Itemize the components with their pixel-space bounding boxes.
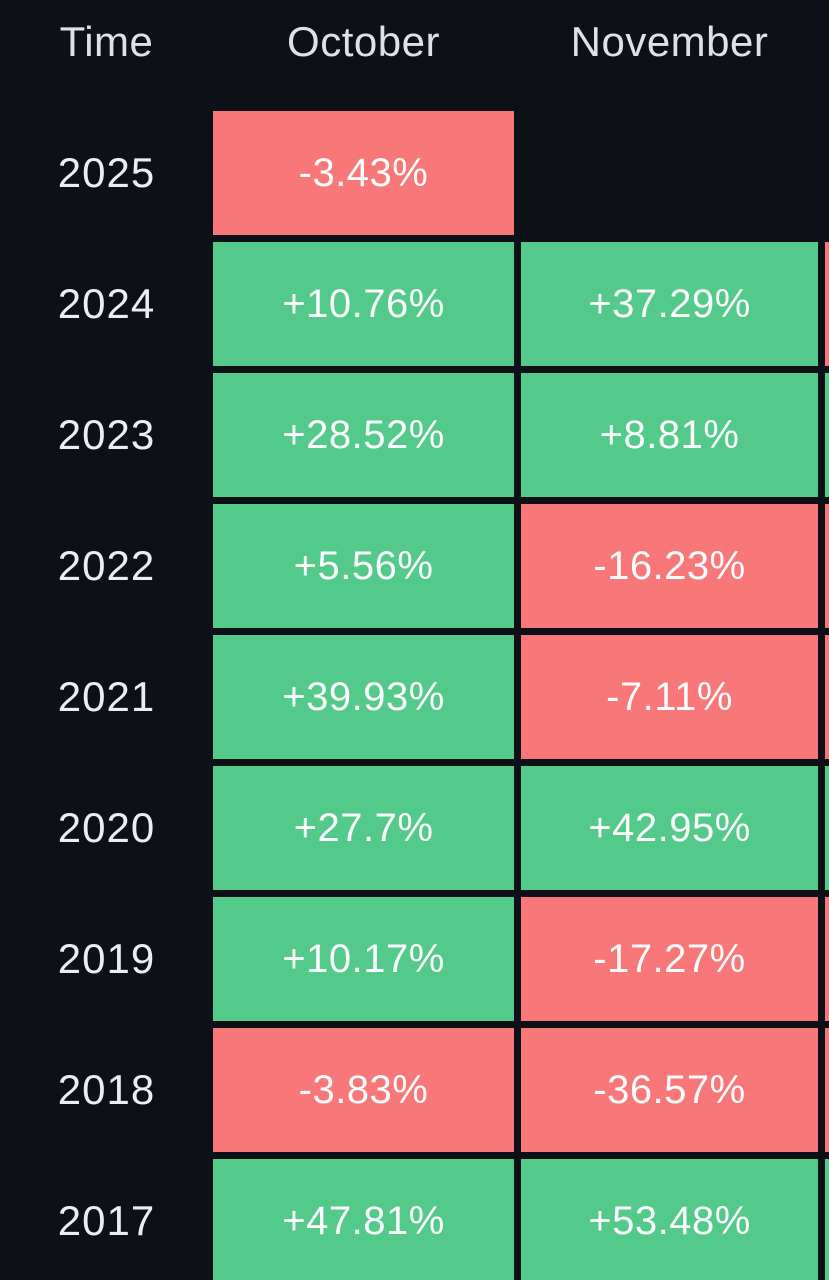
table-row: 2023 +28.52% +8.81% — [0, 373, 829, 497]
cell-november: +37.29% — [521, 242, 818, 366]
cell-november: -7.11% — [521, 635, 818, 759]
year-label: 2021 — [57, 673, 156, 720]
year-label: 2020 — [57, 804, 156, 851]
cell-october: +27.7% — [213, 766, 514, 890]
year-label: 2025 — [57, 149, 156, 196]
column-divider — [514, 897, 521, 1021]
column-divider — [818, 766, 825, 890]
column-divider — [514, 635, 521, 759]
column-divider — [514, 504, 521, 628]
cell-october: -3.43% — [213, 111, 514, 235]
cell-october: +28.52% — [213, 373, 514, 497]
cell-next-month-sliver — [825, 504, 829, 628]
cell-next-month-sliver — [825, 766, 829, 890]
cell-november — [521, 111, 818, 235]
cell-october: +10.17% — [213, 897, 514, 1021]
cell-october: +5.56% — [213, 504, 514, 628]
table-header-row: Time October November — [0, 0, 829, 104]
cell-november: -17.27% — [521, 897, 818, 1021]
column-divider — [514, 1028, 521, 1152]
cell-november: +42.95% — [521, 766, 818, 890]
column-divider — [818, 373, 825, 497]
cell-november: +53.48% — [521, 1159, 818, 1280]
cell-next-month-sliver — [825, 111, 829, 235]
table-row: 2022 +5.56% -16.23% — [0, 504, 829, 628]
cell-next-month-sliver — [825, 897, 829, 1021]
table-row: 2017 +47.81% +53.48% — [0, 1159, 829, 1280]
column-divider — [514, 1159, 521, 1280]
cell-next-month-sliver — [825, 635, 829, 759]
cell-next-month-sliver — [825, 373, 829, 497]
column-divider — [514, 242, 521, 366]
cell-october: +10.76% — [213, 242, 514, 366]
cell-next-month-sliver — [825, 1028, 829, 1152]
column-divider — [818, 1159, 825, 1280]
table-row: 2019 +10.17% -17.27% — [0, 897, 829, 1021]
column-divider — [818, 635, 825, 759]
year-label: 2017 — [57, 1197, 156, 1244]
cell-october: +39.93% — [213, 635, 514, 759]
cell-next-month-sliver — [825, 242, 829, 366]
cell-next-month-sliver — [825, 1159, 829, 1280]
year-label: 2018 — [57, 1066, 156, 1113]
year-label: 2019 — [57, 935, 156, 982]
table-row: 2020 +27.7% +42.95% — [0, 766, 829, 890]
column-divider — [818, 1028, 825, 1152]
column-divider — [514, 373, 521, 497]
column-header-october: October — [287, 18, 440, 65]
table-row: 2018 -3.83% -36.57% — [0, 1028, 829, 1152]
table-row: 2024 +10.76% +37.29% — [0, 242, 829, 366]
cell-november: -16.23% — [521, 504, 818, 628]
year-label: 2022 — [57, 542, 156, 589]
year-label: 2024 — [57, 280, 156, 327]
table-row: 2025 -3.43% — [0, 111, 829, 235]
cell-november: -36.57% — [521, 1028, 818, 1152]
column-header-time: Time — [59, 18, 154, 65]
column-divider — [514, 111, 521, 235]
cell-october: +47.81% — [213, 1159, 514, 1280]
column-divider — [818, 504, 825, 628]
cell-october: -3.83% — [213, 1028, 514, 1152]
column-header-november: November — [570, 18, 769, 65]
table-body: 2025 -3.43% 2024 +10.76% +37.29% 2023 +2… — [0, 111, 829, 1280]
column-divider — [818, 111, 825, 235]
column-divider — [818, 897, 825, 1021]
table-row: 2021 +39.93% -7.11% — [0, 635, 829, 759]
column-divider — [818, 242, 825, 366]
cell-november: +8.81% — [521, 373, 818, 497]
column-divider — [514, 766, 521, 890]
year-label: 2023 — [57, 411, 156, 458]
column-header-next-cutoff — [825, 0, 829, 16]
